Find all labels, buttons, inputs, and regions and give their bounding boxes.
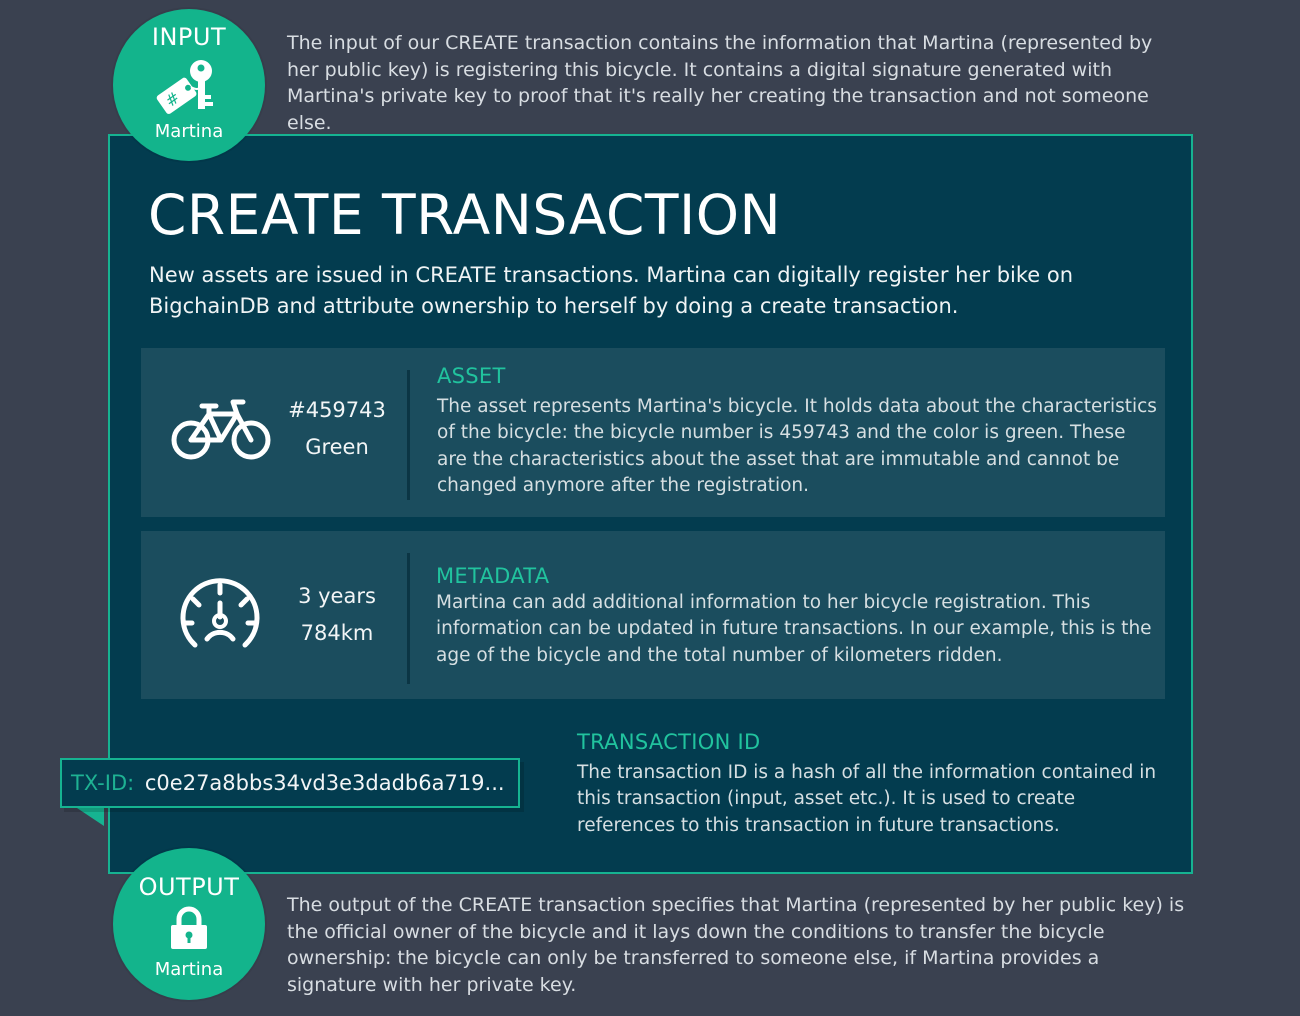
output-owner-name: Martina: [154, 959, 224, 980]
panel-title: CREATE TRANSACTION: [148, 183, 782, 247]
key-tag-icon: #: [113, 57, 265, 117]
txid-notch: [74, 806, 104, 826]
input-title: INPUT: [151, 23, 227, 51]
bicycle-icon: [171, 398, 271, 468]
transaction-id-heading: TRANSACTION ID: [577, 730, 761, 754]
asset-card: #459743 Green ASSET The asset represents…: [141, 348, 1165, 517]
input-description: The input of our CREATE transaction cont…: [287, 32, 1153, 134]
metadata-divider: [407, 553, 410, 684]
asset-divider: [407, 370, 410, 500]
output-title: OUTPUT: [138, 873, 240, 901]
txid-label: TX-ID:: [71, 771, 135, 795]
input-owner-name: Martina: [154, 121, 224, 142]
metadata-distance: 784km: [300, 621, 374, 645]
input-badge: INPUT # Martina: [113, 9, 265, 161]
transaction-id-text: The transaction ID is a hash of all the …: [577, 762, 1157, 836]
asset-heading: ASSET: [437, 364, 506, 388]
asset-bicycle-number: #459743: [288, 398, 386, 422]
asset-text: The asset represents Martina's bicycle. …: [437, 396, 1157, 497]
output-description: The output of the CREATE transaction spe…: [287, 894, 1185, 996]
panel-subtitle: New assets are issued in CREATE transact…: [149, 263, 1074, 318]
metadata-values: 3 years 784km: [277, 578, 397, 652]
speedometer-icon: [177, 577, 263, 657]
asset-values: #459743 Green: [277, 392, 397, 466]
asset-color: Green: [305, 435, 369, 459]
lock-icon: [113, 906, 265, 950]
metadata-age: 3 years: [298, 584, 376, 608]
metadata-card: 3 years 784km METADATA Martina can add a…: [141, 531, 1165, 699]
metadata-text: Martina can add additional information t…: [436, 592, 1152, 666]
output-badge: OUTPUT Martina: [113, 848, 265, 1000]
txid-value: c0e27a8bbs34vd3e3dadb6a719...: [144, 771, 505, 795]
txid-box: TX-ID: c0e27a8bbs34vd3e3dadb6a719...: [60, 758, 520, 808]
metadata-heading: METADATA: [436, 564, 550, 588]
